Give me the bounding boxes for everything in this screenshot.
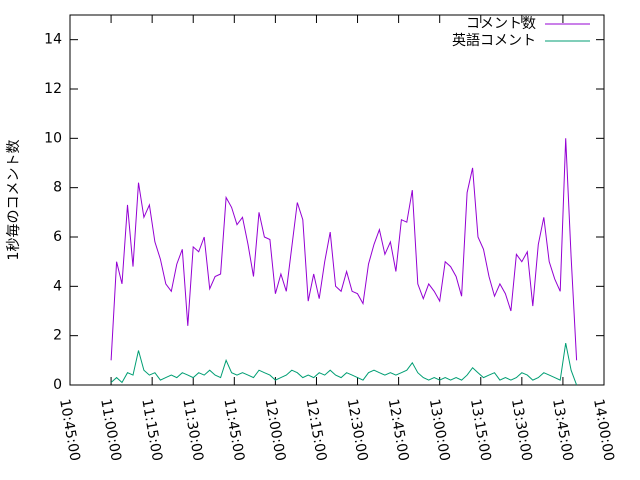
x-tick-label: 11:45:00 — [220, 398, 247, 463]
x-tick-label: 12:15:00 — [303, 398, 330, 463]
x-tick-label: 12:30:00 — [344, 398, 371, 463]
x-tick-label: 13:30:00 — [508, 398, 535, 463]
y-tick-label: 4 — [53, 278, 62, 294]
x-tick-label: 13:15:00 — [467, 398, 494, 463]
y-axis-label: 1秒毎のコメント数 — [6, 140, 22, 261]
x-tick-label: 12:45:00 — [385, 398, 412, 463]
x-tick-label: 14:00:00 — [590, 398, 617, 463]
y-tick-label: 14 — [44, 32, 62, 48]
series-line — [110, 343, 578, 386]
y-tick-label: 10 — [44, 130, 62, 146]
series-line — [110, 138, 578, 361]
y-tick-label: 8 — [53, 180, 62, 196]
y-tick-label: 2 — [53, 328, 62, 344]
y-tick-label: 6 — [53, 229, 62, 245]
y-tick-label: 12 — [44, 81, 62, 97]
x-tick-label: 13:00:00 — [426, 398, 453, 463]
x-tick-label: 13:45:00 — [549, 398, 576, 463]
x-tick-label: 11:30:00 — [179, 398, 206, 463]
plot-frame — [69, 14, 605, 386]
x-tick-label: 12:00:00 — [262, 398, 289, 463]
x-tick-label: 11:00:00 — [97, 398, 124, 463]
y-tick-label: 0 — [53, 377, 62, 393]
legend-label: コメント数 — [466, 16, 536, 32]
legend-label: 英語コメント — [452, 32, 536, 49]
x-tick-label: 10:45:00 — [56, 398, 83, 463]
x-tick-label: 11:15:00 — [138, 398, 165, 463]
